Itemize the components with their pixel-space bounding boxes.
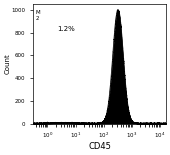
Text: M
2: M 2 xyxy=(36,10,40,21)
Y-axis label: Count: Count xyxy=(4,53,10,74)
Text: 1.2%: 1.2% xyxy=(57,26,75,32)
X-axis label: CD45: CD45 xyxy=(88,142,111,151)
